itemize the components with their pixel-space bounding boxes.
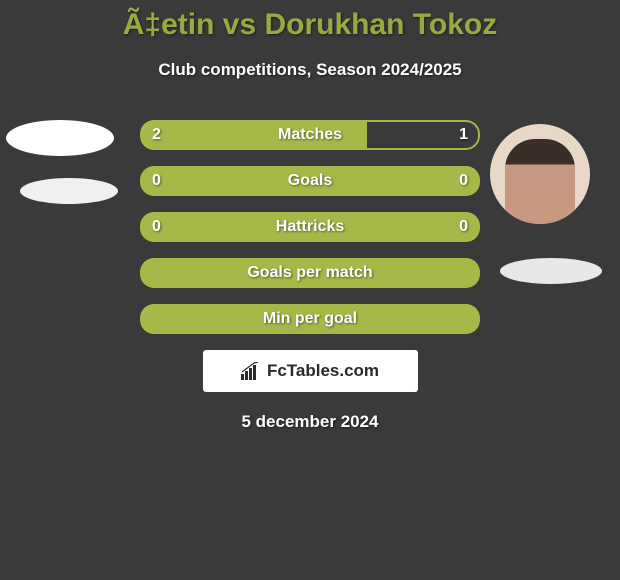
brand-box: FcTables.com [203, 350, 418, 392]
stat-value-right: 0 [459, 172, 468, 190]
stat-row: Matches 2 1 [140, 120, 480, 150]
stat-label: Matches [278, 126, 342, 144]
player-right-avatar [490, 124, 590, 224]
brand-text: FcTables.com [267, 361, 379, 381]
player-left-flag [20, 178, 118, 204]
stat-label: Min per goal [263, 310, 357, 328]
stats-bars: Matches 2 1 Goals 0 0 Hattricks 0 0 Goals per mat… [140, 120, 480, 334]
stat-row: Goals 0 0 [140, 166, 480, 196]
player-left-avatar [6, 120, 114, 156]
stat-row: Goals per match [140, 258, 480, 288]
stat-row: Hattricks 0 0 [140, 212, 480, 242]
stat-value-left: 0 [152, 172, 161, 190]
stat-value-left: 0 [152, 218, 161, 236]
stat-value-right: 1 [459, 126, 468, 144]
stat-label: Goals per match [247, 264, 372, 282]
stat-value-left: 2 [152, 126, 161, 144]
bar-chart-icon [241, 362, 263, 380]
stat-label: Goals [288, 172, 332, 190]
player-right-flag [500, 258, 602, 284]
stat-label: Hattricks [276, 218, 344, 236]
stat-row: Min per goal [140, 304, 480, 334]
date-label: 5 december 2024 [0, 412, 620, 432]
subtitle: Club competitions, Season 2024/2025 [0, 60, 620, 80]
stat-value-right: 0 [459, 218, 468, 236]
page-title: Ã‡etin vs Dorukhan Tokoz [0, 8, 620, 42]
comparison-card: Ã‡etin vs Dorukhan Tokoz Club competitio… [0, 0, 620, 432]
player-right-face [505, 139, 575, 224]
